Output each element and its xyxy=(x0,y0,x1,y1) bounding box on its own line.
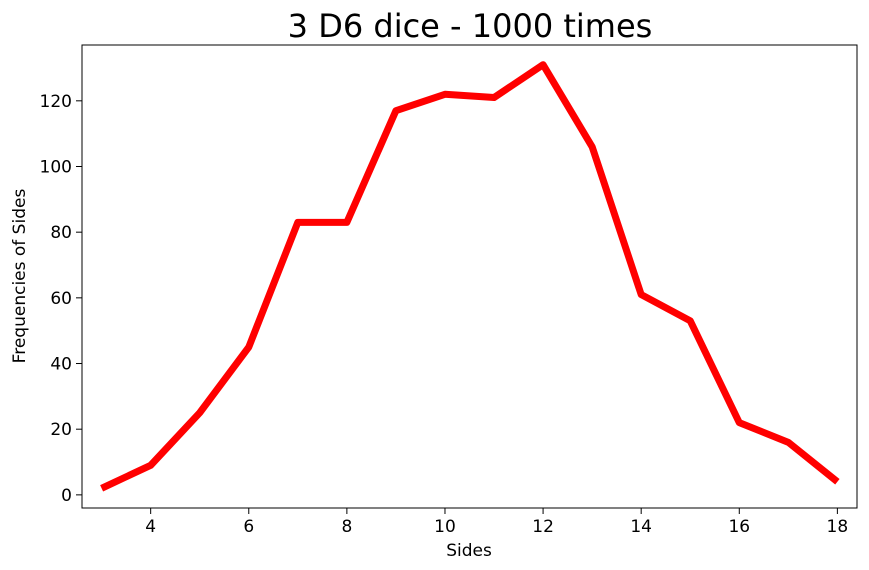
y-axis-label: Frequencies of Sides xyxy=(10,189,30,364)
x-tick-label-4: 4 xyxy=(145,517,156,537)
x-tick-label-8: 8 xyxy=(341,517,352,537)
plot-frame xyxy=(81,44,858,509)
x-axis-label: Sides xyxy=(446,541,492,561)
y-tick-label-120: 120 xyxy=(40,92,72,112)
x-tick-label-14: 14 xyxy=(630,517,652,537)
x-tick-label-6: 6 xyxy=(243,517,254,537)
chart-title: 3 D6 dice - 1000 times xyxy=(288,7,653,45)
series-line-0 xyxy=(100,61,840,492)
y-tick-label-100: 100 xyxy=(40,157,72,177)
y-tick-label-60: 60 xyxy=(50,289,72,309)
y-tick-label-40: 40 xyxy=(50,355,72,375)
x-tick-label-16: 16 xyxy=(728,517,750,537)
y-tick-label-80: 80 xyxy=(50,223,72,243)
x-tick-label-10: 10 xyxy=(434,517,456,537)
x-tick-label-18: 18 xyxy=(827,517,849,537)
x-tick-label-12: 12 xyxy=(532,517,554,537)
y-tick-label-20: 20 xyxy=(50,420,72,440)
y-tick-label-0: 0 xyxy=(61,486,72,506)
plot-area: 4 6 8 10 12 14 16 18 0 20 40 60 80 100 120 xyxy=(40,44,858,537)
